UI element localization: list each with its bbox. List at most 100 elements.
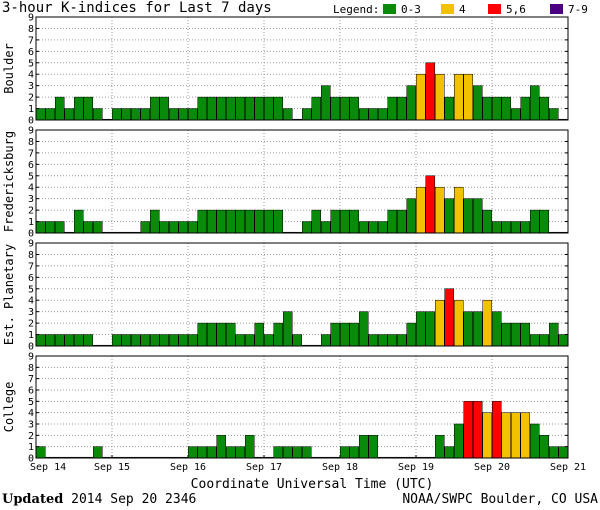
kp-bar-est-planetary	[368, 334, 378, 347]
kp-bar-boulder	[340, 96, 350, 121]
credit-line: NOAA/SWPC Boulder, CO USA	[402, 492, 598, 507]
y-tick-label: 0	[28, 116, 34, 127]
kp-bar-est-planetary	[482, 299, 492, 347]
legend-item-label: 0-3	[401, 3, 421, 16]
legend-item-label: 7-9	[568, 3, 588, 16]
kp-bar-fredericksburg	[254, 209, 264, 234]
kp-bar-fredericksburg	[197, 209, 207, 234]
kp-bar-est-planetary	[55, 334, 65, 347]
kp-bar-est-planetary	[340, 322, 350, 347]
kp-bar-est-planetary	[112, 334, 122, 347]
kp-bar-est-planetary	[387, 334, 397, 347]
panel-border	[35, 242, 569, 347]
kp-bar-college	[473, 401, 483, 459]
kp-bar-college	[340, 446, 350, 459]
kp-bar-est-planetary	[511, 322, 521, 347]
kp-bar-boulder	[492, 96, 502, 121]
kp-bar-boulder	[235, 96, 245, 121]
kp-bar-college	[197, 446, 207, 459]
updated-time: 2014 Sep 20 2346	[71, 492, 197, 507]
kp-bar-fredericksburg	[359, 221, 369, 234]
kp-bar-fredericksburg	[473, 198, 483, 234]
kp-bar-college	[245, 435, 255, 459]
station-label: Est. Planetary	[2, 244, 16, 345]
y-tick-label: 8	[28, 137, 34, 148]
kp-bar-est-planetary	[549, 322, 559, 347]
y-tick-label: 6	[28, 386, 34, 397]
kp-bar-boulder	[444, 96, 454, 121]
kp-bar-boulder	[482, 96, 492, 121]
y-tick-label: 3	[28, 81, 34, 92]
kp-bar-college	[444, 446, 454, 459]
kp-bar-est-planetary	[264, 334, 274, 347]
kp-bar-college	[511, 412, 521, 459]
kp-bar-fredericksburg	[368, 221, 378, 234]
y-tick-label: 3	[28, 420, 34, 431]
kp-bar-boulder	[74, 96, 84, 121]
kp-bar-fredericksburg	[178, 221, 188, 234]
kp-bar-boulder	[539, 96, 549, 121]
kp-bar-boulder	[188, 108, 198, 121]
kp-bar-est-planetary	[416, 311, 426, 347]
kp-bar-est-planetary	[283, 311, 293, 347]
kp-bar-fredericksburg	[397, 209, 407, 234]
kp-bar-boulder	[473, 85, 483, 121]
kp-bar-college	[520, 412, 530, 459]
y-tick-label: 1	[28, 217, 34, 228]
y-tick-label: 7	[28, 148, 34, 159]
kp-bar-fredericksburg	[226, 209, 236, 234]
y-tick-label: 5	[28, 171, 34, 182]
kp-bar-fredericksburg	[340, 209, 350, 234]
y-tick-label: 9	[28, 13, 34, 24]
kp-bar-fredericksburg	[74, 209, 84, 234]
legend-item-label: 5,6	[506, 3, 526, 16]
kp-bar-est-planetary	[83, 334, 93, 347]
kp-bar-college	[501, 412, 511, 459]
kp-bar-boulder	[83, 96, 93, 121]
legend-swatch	[488, 4, 501, 14]
kp-bar-est-planetary	[473, 311, 483, 347]
kp-bar-fredericksburg	[45, 221, 55, 234]
kp-bar-boulder	[283, 108, 293, 121]
kp-bar-boulder	[454, 73, 464, 121]
kp-bar-college	[283, 446, 293, 459]
kp-bar-fredericksburg	[530, 209, 540, 234]
kp-bar-est-planetary	[150, 334, 160, 347]
kp-bar-est-planetary	[64, 334, 74, 347]
legend-label: Legend:	[333, 3, 380, 16]
kp-bar-fredericksburg	[321, 221, 331, 234]
kp-bar-est-planetary	[197, 322, 207, 347]
kp-bar-fredericksburg	[83, 221, 93, 234]
kp-bar-boulder	[131, 108, 141, 121]
x-tick-label: Sep 18	[322, 462, 358, 473]
kp-bar-fredericksburg	[159, 221, 169, 234]
legend-swatch	[383, 4, 396, 14]
kp-bar-fredericksburg	[435, 186, 445, 234]
panel-border	[35, 355, 569, 459]
kp-bar-college	[235, 446, 245, 459]
kp-bar-boulder	[311, 96, 321, 121]
kp-bar-est-planetary	[539, 334, 549, 347]
k-index-chart: 0123456789Boulder0123456789Fredericksbur…	[2, 13, 586, 491]
kp-bar-fredericksburg	[311, 209, 321, 234]
x-tick-label: Sep 19	[398, 462, 434, 473]
kp-bar-college	[463, 401, 473, 459]
kp-bar-boulder	[530, 85, 540, 121]
kp-bar-est-planetary	[454, 299, 464, 347]
kp-bar-boulder	[226, 96, 236, 121]
kp-bar-college	[435, 435, 445, 459]
panel-border	[35, 129, 569, 234]
kp-bar-boulder	[121, 108, 131, 121]
kp-bar-boulder	[425, 62, 435, 121]
kp-bar-est-planetary	[444, 288, 454, 347]
kp-bar-est-planetary	[406, 322, 416, 347]
kp-bar-est-planetary	[216, 322, 226, 347]
y-tick-label: 6	[28, 47, 34, 58]
kp-bar-est-planetary	[131, 334, 141, 347]
kp-bar-est-planetary	[359, 311, 369, 347]
kp-bar-fredericksburg	[93, 221, 103, 234]
kp-bar-est-planetary	[178, 334, 188, 347]
x-tick-label: Sep 15	[94, 462, 130, 473]
kp-bar-est-planetary	[36, 334, 46, 347]
kp-bar-college	[349, 446, 359, 459]
